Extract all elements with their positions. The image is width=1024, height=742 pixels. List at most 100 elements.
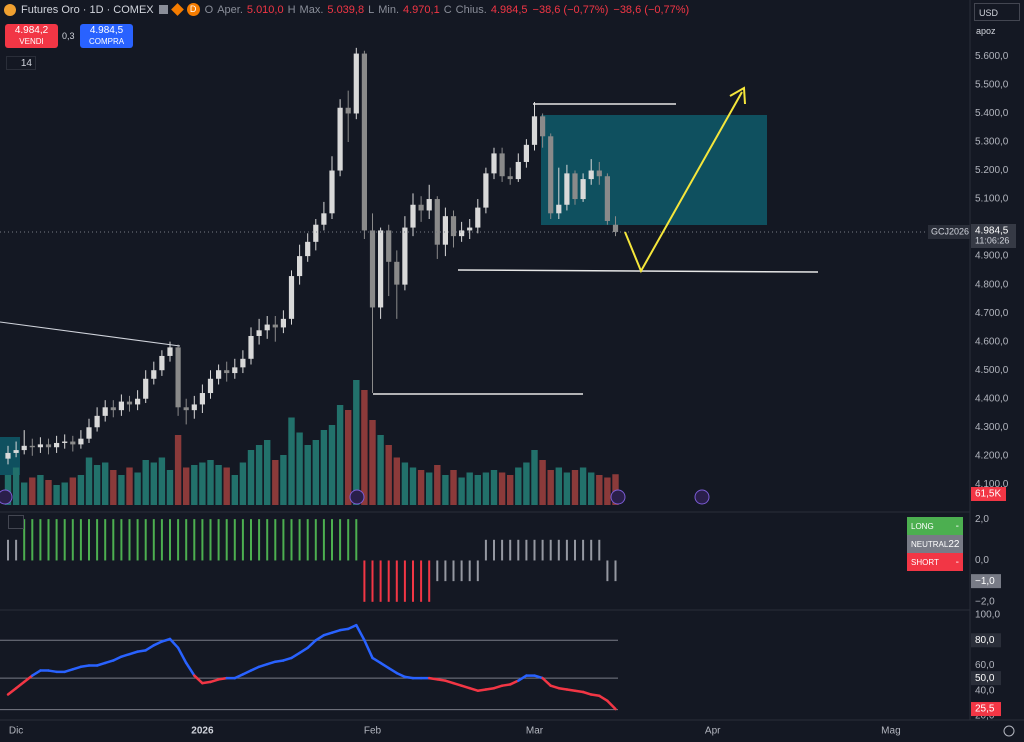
volume-bar	[174, 435, 182, 505]
y-tick-label: 5.100,0	[975, 194, 1009, 205]
volume-badge	[971, 487, 1006, 501]
signal-bar	[525, 539, 528, 561]
candle-body	[94, 415, 100, 428]
buy-price: 4.984,5	[89, 25, 124, 36]
rsi-segment	[460, 684, 471, 690]
candle-body	[102, 407, 108, 416]
candle-body	[596, 170, 602, 177]
rsi-segment	[500, 683, 512, 687]
y-tick-label: 5.300,0	[975, 137, 1009, 148]
signal-bar	[144, 519, 147, 561]
candle-body	[272, 324, 278, 328]
signal-bar	[484, 539, 487, 561]
volume-label: 61,5K	[975, 489, 1001, 500]
candle-body	[394, 261, 400, 285]
signal-bar	[79, 519, 82, 561]
signal-value: -	[955, 556, 959, 568]
buy-button[interactable]: 4.984,5 COMPRA	[80, 24, 133, 48]
event-icon[interactable]	[349, 489, 365, 505]
volume-bar	[417, 470, 425, 505]
volume-bar	[4, 475, 12, 505]
candle-body	[5, 452, 11, 459]
candle-body	[167, 347, 173, 356]
signal-bar	[298, 519, 301, 561]
rsi-segment	[517, 674, 528, 682]
symbol[interactable]: Futures Oro · 1D · COMEX	[21, 3, 154, 16]
spread: 0,3	[62, 31, 75, 41]
collapse-button[interactable]	[8, 515, 24, 529]
level-line[interactable]	[457, 269, 819, 273]
flag-icon[interactable]	[158, 5, 168, 14]
y-tick-label: 4.100,0	[975, 479, 1009, 490]
buy-label: COMPRA	[88, 37, 125, 46]
candle-body	[207, 378, 214, 394]
volume-bar	[223, 467, 230, 505]
signal-bar	[501, 539, 504, 561]
rsi-segment	[452, 681, 463, 687]
candle-body	[110, 407, 116, 411]
signal-bar	[193, 519, 196, 561]
candle-body	[491, 153, 497, 174]
signal-bar	[403, 560, 406, 602]
rsi-segment	[47, 669, 58, 674]
event-icon[interactable]	[610, 489, 626, 505]
candle-body	[321, 213, 327, 225]
candle-body	[515, 161, 521, 180]
rsi-segment	[241, 669, 253, 676]
volume-bar	[442, 475, 449, 505]
trend-line[interactable]	[0, 321, 181, 347]
signal-bar	[15, 539, 18, 561]
y-tick-label: 5.600,0	[975, 51, 1009, 62]
volume-bar	[45, 480, 52, 505]
diamond-icon[interactable]	[170, 3, 184, 16]
candle-body	[378, 230, 384, 308]
y-tick-label: 4.400,0	[975, 393, 1009, 404]
volume-bar	[21, 482, 28, 505]
target-zone[interactable]	[541, 115, 767, 225]
event-icon[interactable]	[694, 489, 710, 505]
volume-bar	[596, 475, 603, 505]
signal-bar	[452, 560, 455, 582]
rsi-segment	[322, 631, 334, 637]
sell-button[interactable]: 4.984,2 VENDI	[5, 24, 58, 48]
volume-bar	[199, 462, 206, 505]
volume-bar	[69, 477, 76, 505]
candle-body	[280, 318, 286, 328]
signal-bar	[160, 519, 163, 561]
volume-bar	[61, 482, 68, 505]
signal-bar	[177, 519, 180, 561]
settings-icon[interactable]	[1003, 725, 1015, 737]
signal-bar	[363, 560, 366, 602]
interval-badge[interactable]: D	[186, 3, 200, 16]
rsi-segment	[306, 639, 318, 650]
forecast-arrow[interactable]	[624, 91, 743, 274]
volume-bar	[37, 475, 44, 505]
y-tick-label: 5.400,0	[975, 108, 1009, 119]
candle-body	[402, 227, 408, 285]
rsi-segment	[549, 684, 561, 690]
event-icon[interactable]	[0, 489, 13, 505]
account[interactable]: apoz	[976, 26, 996, 36]
volume-bar	[255, 445, 263, 505]
signal-bar	[387, 560, 390, 602]
candle-body	[191, 404, 197, 411]
signal-bar	[428, 560, 431, 602]
signal-bar	[217, 519, 220, 561]
rsi-segment	[427, 676, 439, 681]
volume-bar	[215, 465, 222, 505]
value-label: 25,5	[975, 704, 995, 715]
signal-row: LONG -	[907, 517, 963, 535]
axis-badge	[971, 633, 1001, 648]
currency-select[interactable]: USD	[974, 3, 1020, 21]
indicator-toggle[interactable]: 14	[6, 56, 36, 70]
candle-body	[612, 224, 619, 232]
rsi-segment	[492, 684, 504, 690]
signal-bar	[331, 519, 333, 561]
candle-body	[418, 204, 424, 211]
volume-bar	[247, 450, 255, 505]
volume-bar	[126, 467, 133, 505]
rsi-segment	[201, 680, 212, 685]
rsi-segment	[176, 646, 188, 665]
volume-bar	[110, 470, 117, 505]
candle-body	[507, 176, 513, 180]
